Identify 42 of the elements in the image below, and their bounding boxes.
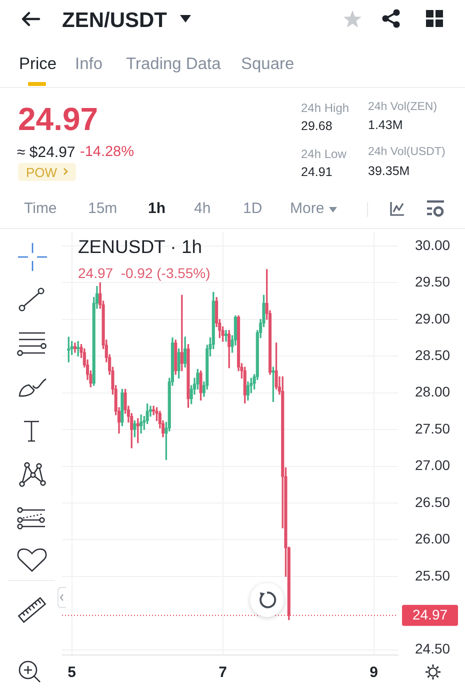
text: -14.28% — [80, 144, 134, 160]
text: Price — [19, 55, 57, 73]
y-tick-label: 26.50 — [415, 494, 450, 510]
text: 29.68 — [301, 119, 332, 133]
text: 24h Vol(ZEN) — [368, 100, 438, 113]
y-tick-label: 28.50 — [415, 346, 450, 363]
x-tick-label: 5 — [68, 664, 76, 682]
text: More — [290, 200, 324, 217]
y-tick-label: 29.00 — [415, 310, 450, 326]
y-tick-label: 25.50 — [415, 567, 450, 584]
y-tick-label: 28.00 — [415, 384, 450, 400]
chart-title: ZENUSDT · 1h — [78, 236, 202, 257]
text: 15m — [88, 200, 118, 217]
text: Time — [24, 200, 57, 217]
candlestick — [140, 414, 143, 434]
ref-line-label: 24.97 — [412, 606, 448, 623]
y-tick-label: 26.00 — [415, 530, 450, 547]
text: ZEN/USDT — [62, 8, 167, 32]
text: 1h — [148, 200, 166, 217]
text: 1D — [243, 200, 262, 217]
x-tick-label: 7 — [218, 664, 227, 682]
text: ≈ $24.97 — [17, 144, 76, 161]
text: Square — [241, 55, 294, 73]
text: 24.91 — [301, 164, 332, 178]
y-tick-label: 30.00 — [415, 236, 450, 253]
y-tick-label: 24.50 — [415, 640, 450, 657]
text: 24.97 -0.92 (-3.55%) — [78, 265, 210, 281]
y-tick-label: 27.00 — [415, 457, 450, 474]
text: 24h Vol(USDT) — [368, 146, 446, 158]
text: POW — [26, 164, 58, 180]
text: Info — [75, 55, 103, 73]
text: 24h High — [301, 100, 350, 114]
text: 24h Low — [301, 146, 346, 160]
text: 4h — [194, 200, 211, 217]
y-tick-label: 29.50 — [415, 274, 450, 290]
text: 24.97 — [18, 101, 98, 137]
text: 1.43M — [368, 118, 403, 132]
y-tick-label: 27.50 — [415, 420, 450, 436]
x-tick-label: 9 — [370, 664, 378, 682]
text: Trading Data — [126, 55, 221, 73]
text: 39.35M — [368, 164, 410, 178]
candlestick — [224, 330, 228, 342]
